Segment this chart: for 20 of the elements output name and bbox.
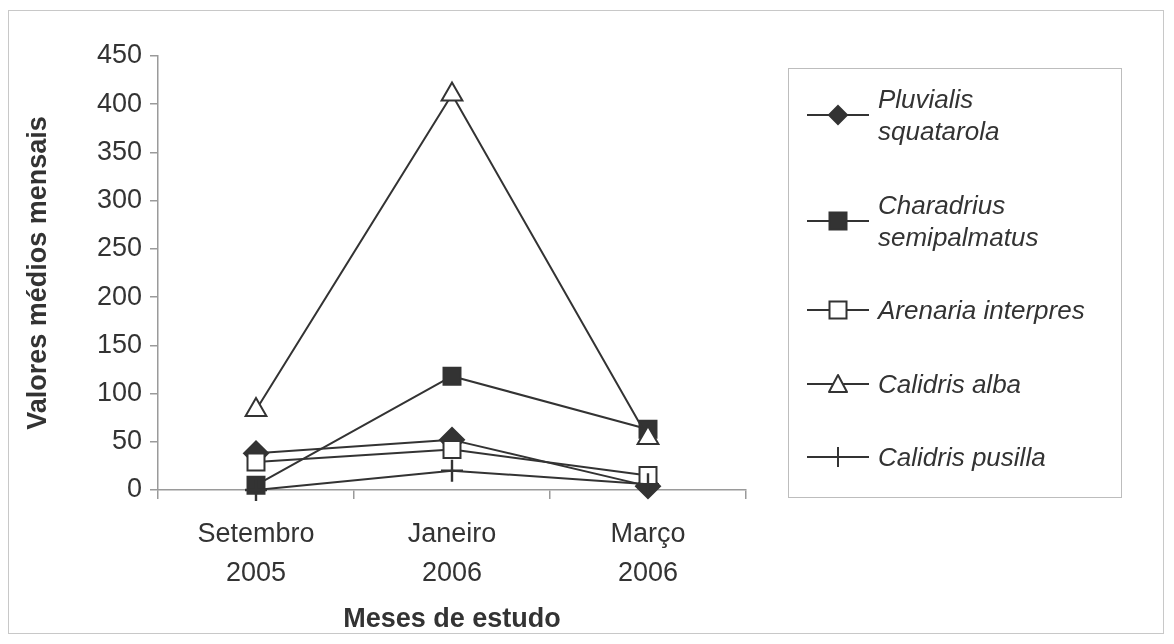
x-tick-label: Março 2006 bbox=[610, 518, 686, 588]
legend-label: Calidris pusilla bbox=[878, 441, 1047, 473]
y-tick-label: 450 bbox=[96, 39, 142, 70]
y-tick-label: 150 bbox=[96, 328, 142, 359]
y-tick-label: 250 bbox=[96, 232, 142, 263]
x-tick-label: Janeiro 2006 bbox=[407, 518, 497, 588]
legend-label: Arenaria interpres bbox=[878, 294, 1086, 326]
legend-label: Pluvialis squatarola bbox=[878, 83, 1001, 147]
y-axis-title: Valores médios mensais bbox=[21, 116, 52, 430]
legend-label: Charadrius semipalmatus bbox=[878, 188, 1040, 253]
y-tick-label: 200 bbox=[96, 280, 142, 311]
x-axis-title: Meses de estudo bbox=[343, 603, 561, 634]
y-tick-label: 50 bbox=[111, 425, 142, 456]
legend-label: Calidris alba bbox=[878, 367, 1023, 400]
y-tick-label: 400 bbox=[96, 87, 142, 118]
y-tick-label: 350 bbox=[96, 135, 142, 166]
y-tick-label: 300 bbox=[96, 184, 142, 215]
y-tick-label: 100 bbox=[96, 377, 142, 408]
y-tick-label: 0 bbox=[126, 473, 142, 504]
x-tick-label: Setembro 2005 bbox=[197, 518, 315, 588]
